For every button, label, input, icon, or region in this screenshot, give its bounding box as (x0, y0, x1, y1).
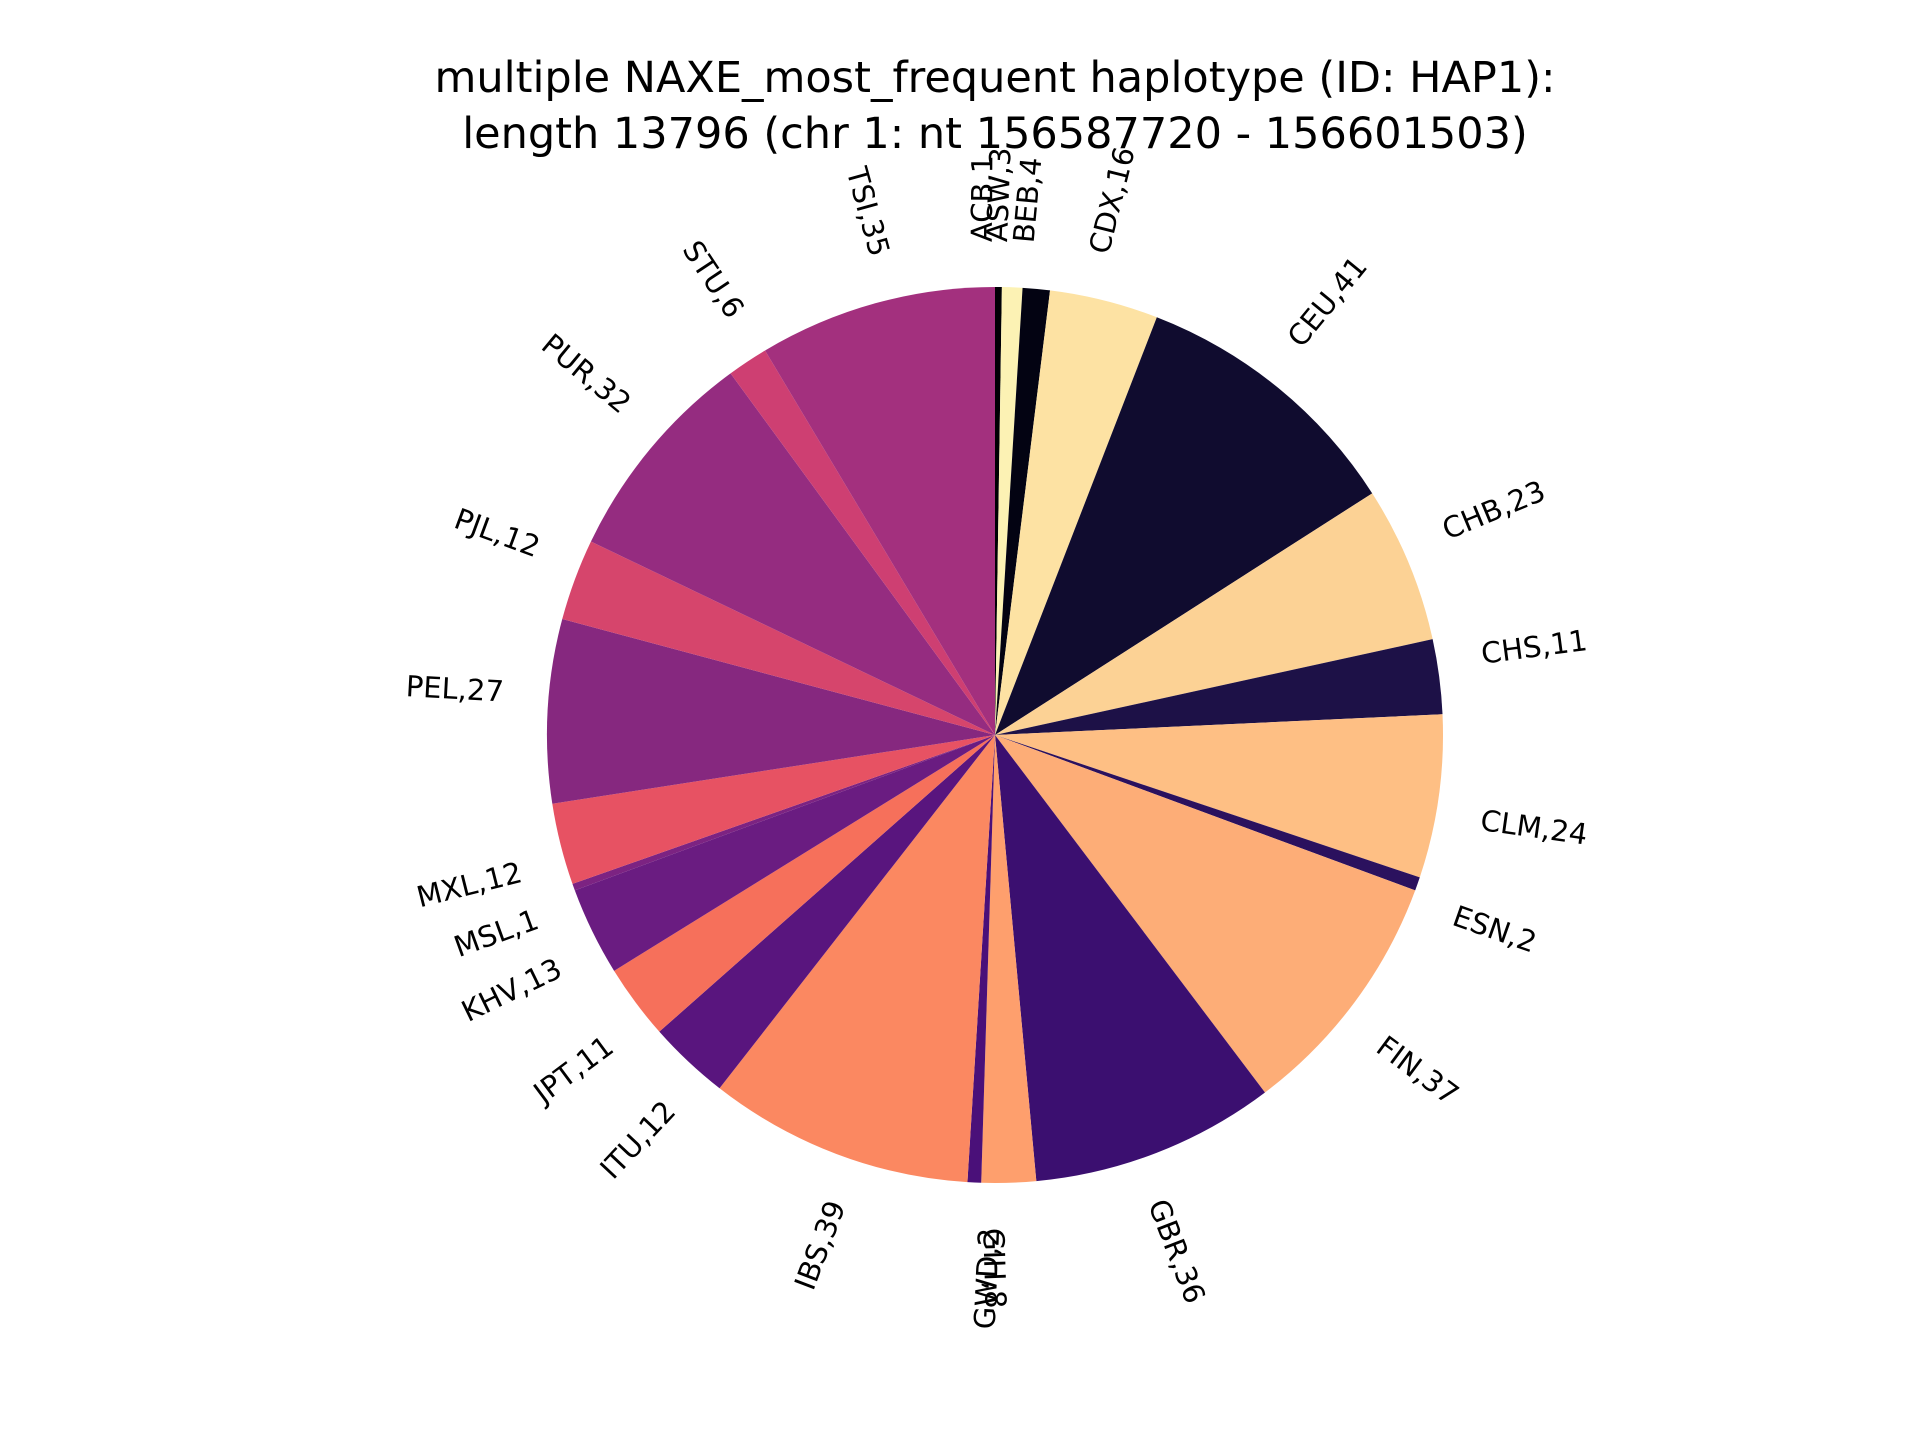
pie-label-mxl: MXL,12 (413, 855, 525, 914)
pie-label-asw: ASW,3 (980, 147, 1018, 243)
pie-slices (547, 287, 1444, 1183)
pie-slice-beb (995, 287, 1051, 735)
pie-label-pel: PEL,27 (405, 669, 505, 708)
pie-label-ibs: IBS,39 (788, 1196, 853, 1295)
chart-title-line-1: multiple NAXE_most_frequent haplotype (I… (434, 53, 1556, 103)
pie-slice-chb (995, 493, 1433, 735)
pie-label-itu: ITU,12 (593, 1094, 682, 1186)
pie-label-gwd: GWD,2 (968, 1227, 1007, 1330)
chart-title-line-2: length 13796 (chr 1: nt 156587720 - 1566… (462, 109, 1528, 159)
pie-slice-stu (730, 350, 995, 735)
pie-label-pur: PUR,32 (535, 327, 637, 420)
pie-label-gbr: GBR,36 (1141, 1195, 1212, 1309)
pie-label-ceu: CEU,41 (1281, 250, 1374, 354)
pie-slice-gbr (995, 735, 1265, 1182)
pie-slice-ceu (995, 317, 1373, 735)
pie-slice-asw (995, 287, 1023, 735)
pie-label-clm: CLM,24 (1478, 803, 1589, 852)
pie-slice-gwd (967, 735, 995, 1183)
pie-slice-chs (995, 639, 1443, 735)
pie-label-chb: CHB,23 (1437, 474, 1550, 547)
pie-slice-gih (981, 735, 1037, 1183)
pie-slice-acb (995, 287, 1002, 735)
pie-slice-jpt (614, 735, 995, 1032)
pie-slice-cdx (995, 290, 1157, 735)
pie-slice-mxl (552, 735, 995, 884)
pie-label-khv: KHV,13 (456, 951, 567, 1028)
pie-slice-ibs (719, 735, 995, 1183)
pie-label-tsi: TSI,35 (839, 162, 896, 260)
pie-label-chs: CHS,11 (1479, 623, 1589, 671)
pie-label-beb: BEB,4 (1007, 156, 1049, 245)
pie-slice-esn (995, 735, 1420, 891)
pie-label-stu: STU,6 (676, 235, 751, 325)
pie-slice-tsi (765, 287, 995, 735)
pie-slice-pur (590, 373, 995, 735)
pie-label-jpt: JPT,11 (526, 1029, 620, 1111)
chart-title: multiple NAXE_most_frequent haplotype (I… (0, 50, 1920, 162)
pie-slice-clm (995, 714, 1444, 878)
pie-slice-fin (995, 735, 1416, 1093)
pie-label-pjl: PJL,12 (450, 502, 545, 565)
pie-slice-pjl (562, 541, 995, 735)
pie-label-acb: ACB,1 (965, 155, 1000, 242)
pie-label-fin: FIN,37 (1370, 1029, 1465, 1112)
pie-label-cdx: CDX,16 (1082, 143, 1141, 257)
pie-label-gih: GIH,8 (976, 1228, 1012, 1310)
pie-slice-pel (547, 619, 995, 804)
pie-slice-itu (659, 735, 995, 1089)
pie-label-msl: MSL,1 (449, 902, 543, 964)
pie-slice-khv (574, 735, 995, 971)
pie-label-esn: ESN,2 (1448, 899, 1540, 960)
pie-slice-msl (572, 735, 995, 891)
